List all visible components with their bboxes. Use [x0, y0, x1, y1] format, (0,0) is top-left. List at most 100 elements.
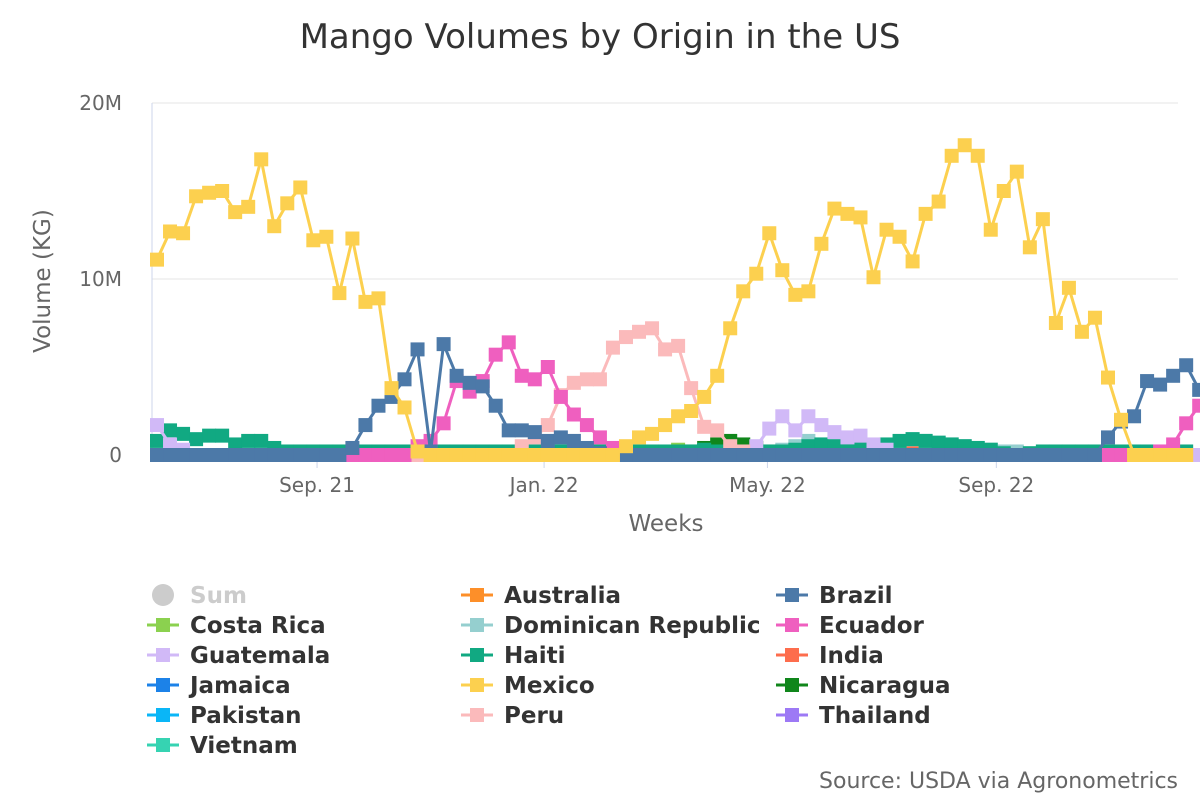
data-point-brazil[interactable]: [371, 398, 386, 413]
data-point-brazil[interactable]: [762, 448, 777, 462]
data-point-ecuador[interactable]: [592, 430, 607, 445]
data-point-mexico[interactable]: [1087, 310, 1102, 325]
legend-item-mexico[interactable]: Mexico: [461, 673, 595, 699]
data-point-brazil[interactable]: [319, 448, 334, 462]
data-point-brazil[interactable]: [1074, 448, 1089, 462]
data-point-peru[interactable]: [697, 419, 712, 434]
data-point-ecuador[interactable]: [579, 418, 594, 433]
data-point-brazil[interactable]: [228, 448, 243, 462]
data-point-mexico[interactable]: [918, 206, 933, 221]
data-point-brazil[interactable]: [202, 448, 217, 462]
data-point-brazil[interactable]: [944, 448, 959, 462]
data-point-mexico[interactable]: [723, 321, 738, 336]
data-point-mexico[interactable]: [202, 185, 217, 200]
data-point-guatemala[interactable]: [866, 437, 881, 452]
data-point-haiti[interactable]: [163, 423, 178, 438]
data-point-mexico[interactable]: [1179, 448, 1194, 462]
legend-item-australia[interactable]: Australia: [461, 583, 621, 609]
data-point-mexico[interactable]: [618, 439, 633, 454]
data-point-brazil[interactable]: [970, 448, 985, 462]
data-point-brazil[interactable]: [931, 448, 946, 462]
data-point-brazil[interactable]: [814, 448, 829, 462]
data-point-brazil[interactable]: [671, 448, 686, 462]
data-point-brazil[interactable]: [475, 379, 490, 394]
data-point-mexico[interactable]: [475, 448, 490, 462]
data-point-guatemala[interactable]: [827, 425, 842, 440]
data-point-mexico[interactable]: [1101, 370, 1116, 385]
data-point-mexico[interactable]: [671, 409, 686, 424]
data-point-mexico[interactable]: [1061, 280, 1076, 295]
data-point-guatemala[interactable]: [762, 421, 777, 436]
data-point-brazil[interactable]: [918, 448, 933, 462]
data-point-ecuador[interactable]: [1101, 448, 1116, 462]
data-point-mexico[interactable]: [645, 426, 660, 441]
data-point-haiti[interactable]: [918, 433, 933, 448]
data-point-mexico[interactable]: [736, 284, 751, 299]
data-point-brazil[interactable]: [150, 448, 164, 462]
data-point-peru[interactable]: [592, 372, 607, 387]
data-point-mexico[interactable]: [827, 201, 842, 216]
data-point-brazil[interactable]: [215, 448, 230, 462]
data-point-brazil[interactable]: [501, 423, 516, 438]
data-point-brazil[interactable]: [462, 375, 477, 390]
data-point-ecuador[interactable]: [540, 360, 555, 374]
data-point-mexico[interactable]: [332, 286, 347, 301]
data-point-brazil[interactable]: [436, 337, 451, 352]
data-point-ecuador[interactable]: [1192, 398, 1200, 413]
data-point-mexico[interactable]: [241, 199, 256, 214]
data-point-mexico[interactable]: [658, 418, 673, 433]
data-point-mexico[interactable]: [384, 381, 399, 396]
data-point-ecuador[interactable]: [501, 335, 516, 350]
data-point-mexico[interactable]: [488, 448, 503, 462]
data-point-mexico[interactable]: [553, 448, 568, 462]
data-point-brazil[interactable]: [1192, 382, 1200, 397]
data-point-mexico[interactable]: [1166, 448, 1181, 462]
data-point-brazil[interactable]: [749, 448, 764, 462]
data-point-ecuador[interactable]: [384, 448, 399, 462]
data-point-haiti[interactable]: [814, 437, 829, 452]
data-point-mexico[interactable]: [410, 444, 425, 459]
data-point-mexico[interactable]: [371, 291, 386, 306]
data-point-mexico[interactable]: [762, 226, 777, 241]
data-point-ecuador[interactable]: [527, 372, 542, 387]
data-point-mexico[interactable]: [228, 205, 243, 220]
data-point-mexico[interactable]: [957, 138, 972, 153]
data-point-brazil[interactable]: [1127, 409, 1142, 424]
data-point-brazil[interactable]: [892, 448, 907, 462]
data-point-brazil[interactable]: [1048, 448, 1063, 462]
legend-item-ecuador[interactable]: Ecuador: [776, 613, 925, 639]
data-point-mexico[interactable]: [592, 448, 607, 462]
data-point-mexico[interactable]: [840, 206, 855, 221]
data-point-mexico[interactable]: [931, 194, 946, 209]
data-point-haiti[interactable]: [189, 432, 204, 447]
data-point-haiti[interactable]: [202, 428, 217, 443]
data-point-mexico[interactable]: [983, 222, 998, 237]
legend-item-jamaica[interactable]: Jamaica: [147, 673, 291, 699]
data-point-brazil[interactable]: [645, 448, 660, 462]
data-point-guatemala[interactable]: [775, 409, 790, 424]
data-point-mexico[interactable]: [514, 448, 529, 462]
data-point-mexico[interactable]: [319, 229, 334, 244]
data-point-ecuador[interactable]: [371, 448, 386, 462]
data-point-brazil[interactable]: [853, 448, 868, 462]
data-point-ecuador[interactable]: [436, 416, 451, 431]
data-point-ecuador[interactable]: [1179, 416, 1194, 431]
data-point-guatemala[interactable]: [840, 430, 855, 445]
data-point-mexico[interactable]: [892, 229, 907, 244]
data-point-brazil[interactable]: [514, 423, 529, 438]
data-point-mexico[interactable]: [267, 219, 282, 234]
data-point-brazil[interactable]: [697, 448, 712, 462]
data-point-mexico[interactable]: [905, 254, 920, 269]
data-point-brazil[interactable]: [397, 372, 412, 387]
data-point-haiti[interactable]: [254, 433, 269, 448]
data-point-haiti[interactable]: [215, 428, 230, 443]
data-point-peru[interactable]: [671, 338, 686, 353]
data-point-mexico[interactable]: [1114, 412, 1129, 427]
data-point-mexico[interactable]: [996, 184, 1011, 198]
data-point-brazil[interactable]: [723, 448, 738, 462]
data-point-haiti[interactable]: [176, 426, 191, 441]
legend-item-dominican-republic[interactable]: Dominican Republic: [461, 613, 761, 639]
data-point-haiti[interactable]: [892, 433, 907, 448]
data-point-peru[interactable]: [618, 330, 633, 345]
data-point-brazil[interactable]: [267, 448, 282, 462]
